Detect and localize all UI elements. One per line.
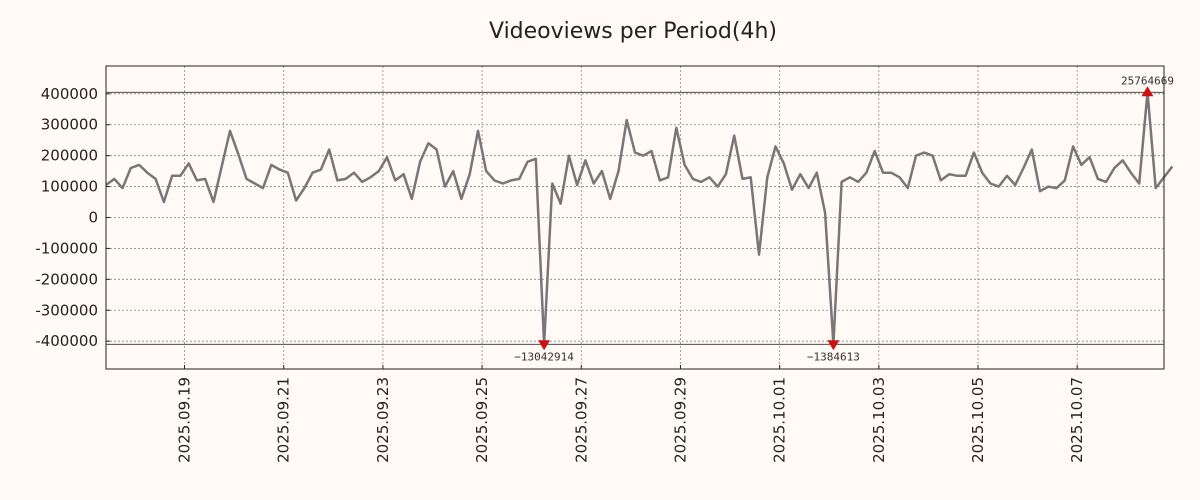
marker-label: 25764669 (1121, 74, 1174, 87)
x-tick-label: 2025.10.01 (771, 377, 789, 463)
y-tick-label: 100000 (41, 178, 98, 196)
x-tick-label: 2025.09.27 (572, 377, 590, 463)
series-layer (105, 91, 1174, 346)
x-tick-label: 2025.10.03 (870, 377, 888, 463)
y-tick-label: -300000 (35, 301, 98, 319)
y-tick-label: -100000 (35, 239, 98, 257)
plot-frame (105, 65, 1165, 370)
ticks-layer: 400000 300000 200000 100000 0 -100000 -200000 -… (35, 85, 1086, 463)
y-tick-label: 400000 (41, 85, 98, 103)
chart-title: Videoviews per Period(4h) (489, 19, 777, 44)
marker-triangle (538, 340, 551, 351)
y-tick-label: -200000 (35, 270, 98, 288)
markers-layer: −13042914 −1384613 25764669 (514, 74, 1174, 363)
x-tick-label: 2025.09.23 (374, 377, 392, 463)
x-tick-label: 2025.10.07 (1068, 377, 1086, 463)
x-tick-label: 2025.09.19 (176, 377, 194, 463)
x-tick-label: 2025.09.29 (671, 377, 689, 463)
x-tick-label: 2025.09.21 (275, 377, 293, 463)
y-tick-label: 200000 (41, 147, 98, 165)
marker-label: −1384613 (807, 350, 860, 363)
y-tick-label: 300000 (41, 116, 98, 134)
x-tick-label: 2025.10.05 (969, 377, 987, 463)
x-tick-label: 2025.09.25 (473, 377, 491, 463)
y-tick-label: -400000 (35, 332, 98, 350)
marker-triangle (1141, 86, 1154, 97)
marker-triangle (827, 340, 840, 351)
y-tick-label: 0 (88, 209, 98, 227)
series-line-videoviews (105, 91, 1174, 346)
grid (106, 66, 1164, 369)
marker-label: −13042914 (514, 350, 574, 363)
